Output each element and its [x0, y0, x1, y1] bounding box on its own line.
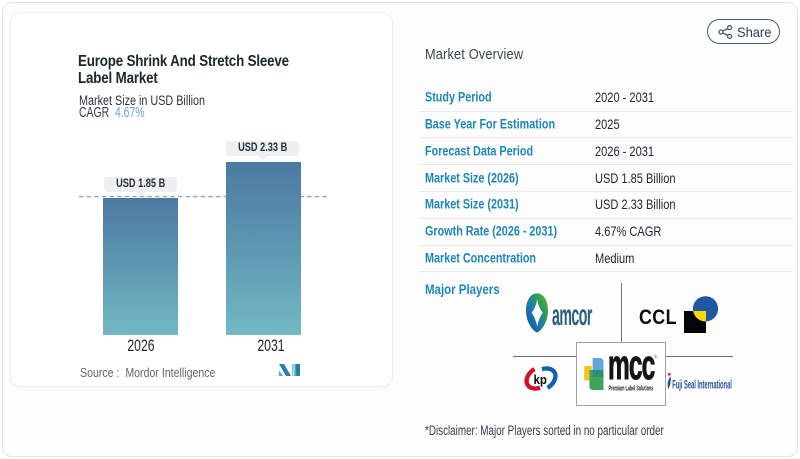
- svg-text:amcor: amcor: [552, 298, 592, 331]
- svg-text:Premium Label Solutions: Premium Label Solutions: [609, 385, 654, 393]
- svg-text:Fuji Seal International: Fuji Seal International: [672, 378, 732, 391]
- svg-text:kp: kp: [534, 373, 547, 388]
- svg-text:®: ®: [654, 354, 658, 360]
- svg-text:mcc: mcc: [608, 342, 655, 388]
